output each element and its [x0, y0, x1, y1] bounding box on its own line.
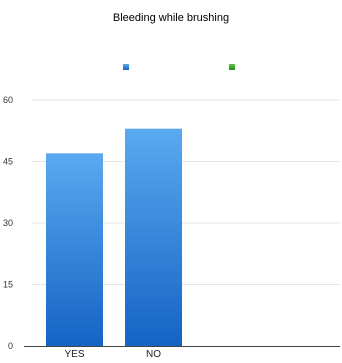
y-tick-label: 30 [3, 218, 13, 228]
bar-no [125, 128, 182, 346]
y-tick-label: 15 [3, 280, 13, 290]
chart-title: Bleeding while brushing [113, 12, 229, 24]
legend-marker-1 [123, 64, 129, 70]
y-tick-label: 45 [3, 157, 13, 167]
y-tick-label: 0 [8, 341, 13, 351]
legend-marker-2 [229, 64, 235, 70]
legend [123, 64, 235, 70]
x-axis-labels: YES NO [64, 349, 161, 360]
y-tick-label: 60 [3, 95, 13, 105]
bars [46, 128, 182, 346]
x-category-label: NO [146, 349, 161, 360]
x-category-label: YES [64, 349, 84, 360]
y-axis-ticks: 0 15 30 45 60 [3, 95, 13, 351]
bar-yes [46, 153, 103, 346]
